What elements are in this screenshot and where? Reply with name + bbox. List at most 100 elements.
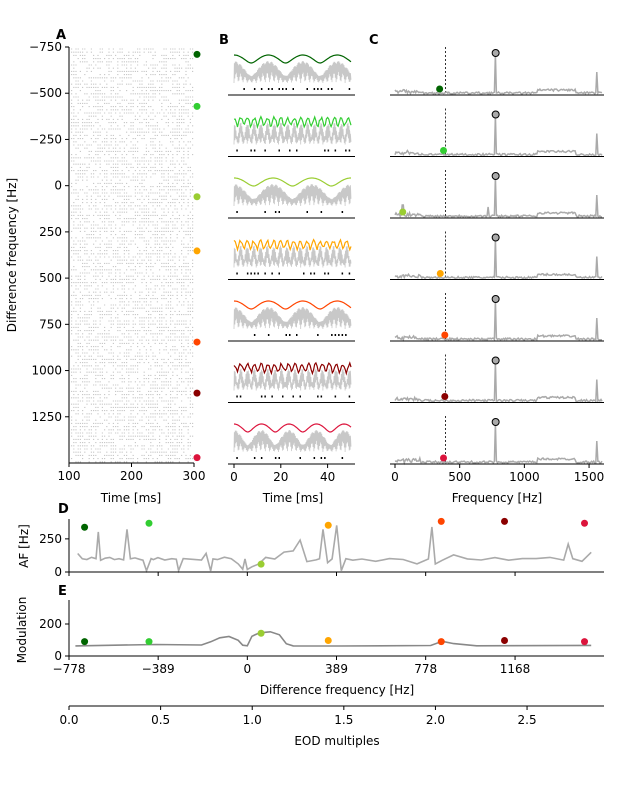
a-xtick-label: 100	[58, 469, 81, 483]
a-ytick-label: 0	[54, 179, 62, 193]
e-dot	[437, 638, 445, 646]
c-peak-marker	[491, 110, 500, 119]
panel-label-d: D	[58, 502, 69, 517]
c-peak-marker	[491, 295, 500, 303]
c-spectrum-line	[394, 53, 603, 96]
eod-xtick-label: 2.0	[426, 713, 445, 727]
a-xtick-label: 200	[120, 469, 143, 483]
d-dot	[324, 521, 332, 529]
e-dot	[145, 638, 153, 646]
d-line	[77, 525, 592, 574]
b-envelope-trace	[233, 238, 352, 253]
e-xlabel: Difference frequency [Hz]	[260, 683, 414, 697]
d-ylabel: AF [Hz]	[17, 524, 31, 568]
a-df-marker	[193, 389, 201, 397]
e-line	[75, 630, 592, 647]
a-ytick-label: 750	[39, 317, 62, 331]
a-ytick-label: 500	[39, 271, 62, 285]
a-ytick-label: −250	[29, 132, 62, 146]
eod-xtick-label: 1.5	[334, 713, 353, 727]
a-ytick-label: 1000	[31, 364, 62, 378]
e-dot	[501, 636, 509, 644]
b-envelope-trace	[233, 54, 352, 64]
c-peak-marker	[491, 418, 500, 426]
d-dot	[81, 523, 89, 531]
panel-label-b: B	[219, 33, 229, 48]
c-af-marker	[436, 270, 444, 277]
d-dot	[501, 517, 509, 525]
a-ytick-label: −750	[29, 40, 62, 54]
b-signal-trace	[233, 60, 352, 84]
c-af-marker	[440, 147, 448, 154]
e-xtick-label: 1168	[500, 662, 531, 676]
eod-xtick-label: 0.5	[151, 713, 170, 727]
c-af-marker	[441, 393, 449, 400]
c-xlabel: Frequency [Hz]	[452, 491, 543, 505]
b-xtick-label: 40	[320, 470, 335, 484]
b-envelope-trace	[233, 361, 352, 376]
e-ytick-label: 200	[39, 617, 62, 631]
c-xtick-label: 1500	[574, 470, 605, 484]
c-af-marker	[440, 454, 448, 462]
eod-xlabel: EOD multiples	[294, 734, 379, 748]
e-dot	[581, 638, 589, 646]
e-ylabel: Modulation	[15, 597, 29, 664]
eod-xtick-label: 0.0	[59, 713, 78, 727]
a-ytick-label: −500	[29, 86, 62, 100]
e-dot	[81, 638, 89, 646]
c-spectrum-line	[394, 361, 603, 404]
e-dot	[324, 636, 332, 644]
panel-label-e: E	[58, 584, 67, 599]
c-peak-marker	[491, 172, 500, 180]
e-xtick-label: −778	[53, 662, 86, 676]
e-xtick-label: 389	[325, 662, 348, 676]
c-spectrum-line	[394, 422, 603, 466]
d-dot	[581, 519, 589, 527]
b-signal-trace	[233, 306, 352, 330]
e-xtick-label: 778	[414, 662, 437, 676]
d-dot	[145, 519, 153, 527]
e-xtick-label: 0	[244, 662, 252, 676]
d-ytick-label: 0	[54, 565, 62, 579]
a-df-marker	[193, 102, 201, 110]
d-ytick-label: 250	[39, 532, 62, 546]
c-spectrum-line	[394, 115, 603, 157]
e-ytick-label: 0	[54, 649, 62, 663]
a-ytick-label: 250	[39, 225, 62, 239]
b-envelope-trace	[233, 423, 352, 433]
c-peak-marker	[491, 49, 500, 57]
c-spectrum-line	[394, 299, 602, 342]
d-dot	[257, 560, 265, 568]
d-dot	[437, 517, 445, 525]
a-df-marker	[193, 338, 201, 346]
a-df-marker	[193, 247, 201, 255]
eod-xtick-label: 1.0	[243, 713, 262, 727]
c-xtick-label: 0	[391, 470, 399, 484]
b-envelope-trace	[233, 300, 352, 310]
c-peak-marker	[491, 356, 500, 365]
c-af-marker	[436, 85, 444, 93]
a-xlabel: Time [ms]	[100, 491, 162, 505]
a-df-marker	[193, 193, 201, 201]
b-xtick-label: 0	[230, 470, 238, 484]
c-xtick-label: 1000	[509, 470, 540, 484]
b-signal-trace	[233, 183, 352, 207]
a-df-marker	[193, 454, 201, 462]
c-af-marker	[399, 208, 407, 216]
c-spectrum-line	[394, 238, 603, 280]
b-signal-trace	[233, 368, 352, 391]
b-signal-trace	[233, 245, 352, 268]
b-envelope-trace	[234, 177, 351, 187]
b-signal-trace	[233, 429, 352, 453]
a-xtick-label: 300	[183, 469, 206, 483]
c-af-marker	[441, 331, 449, 339]
b-signal-trace	[233, 122, 352, 145]
eod-xtick-label: 2.5	[518, 713, 537, 727]
b-envelope-trace	[233, 115, 352, 130]
c-peak-marker	[491, 233, 500, 242]
b-xlabel: Time [ms]	[262, 491, 324, 505]
e-xtick-label: −389	[142, 662, 175, 676]
a-ytick-label: 1250	[31, 410, 62, 424]
c-spectrum-line	[394, 176, 602, 219]
a-df-marker	[193, 50, 201, 58]
